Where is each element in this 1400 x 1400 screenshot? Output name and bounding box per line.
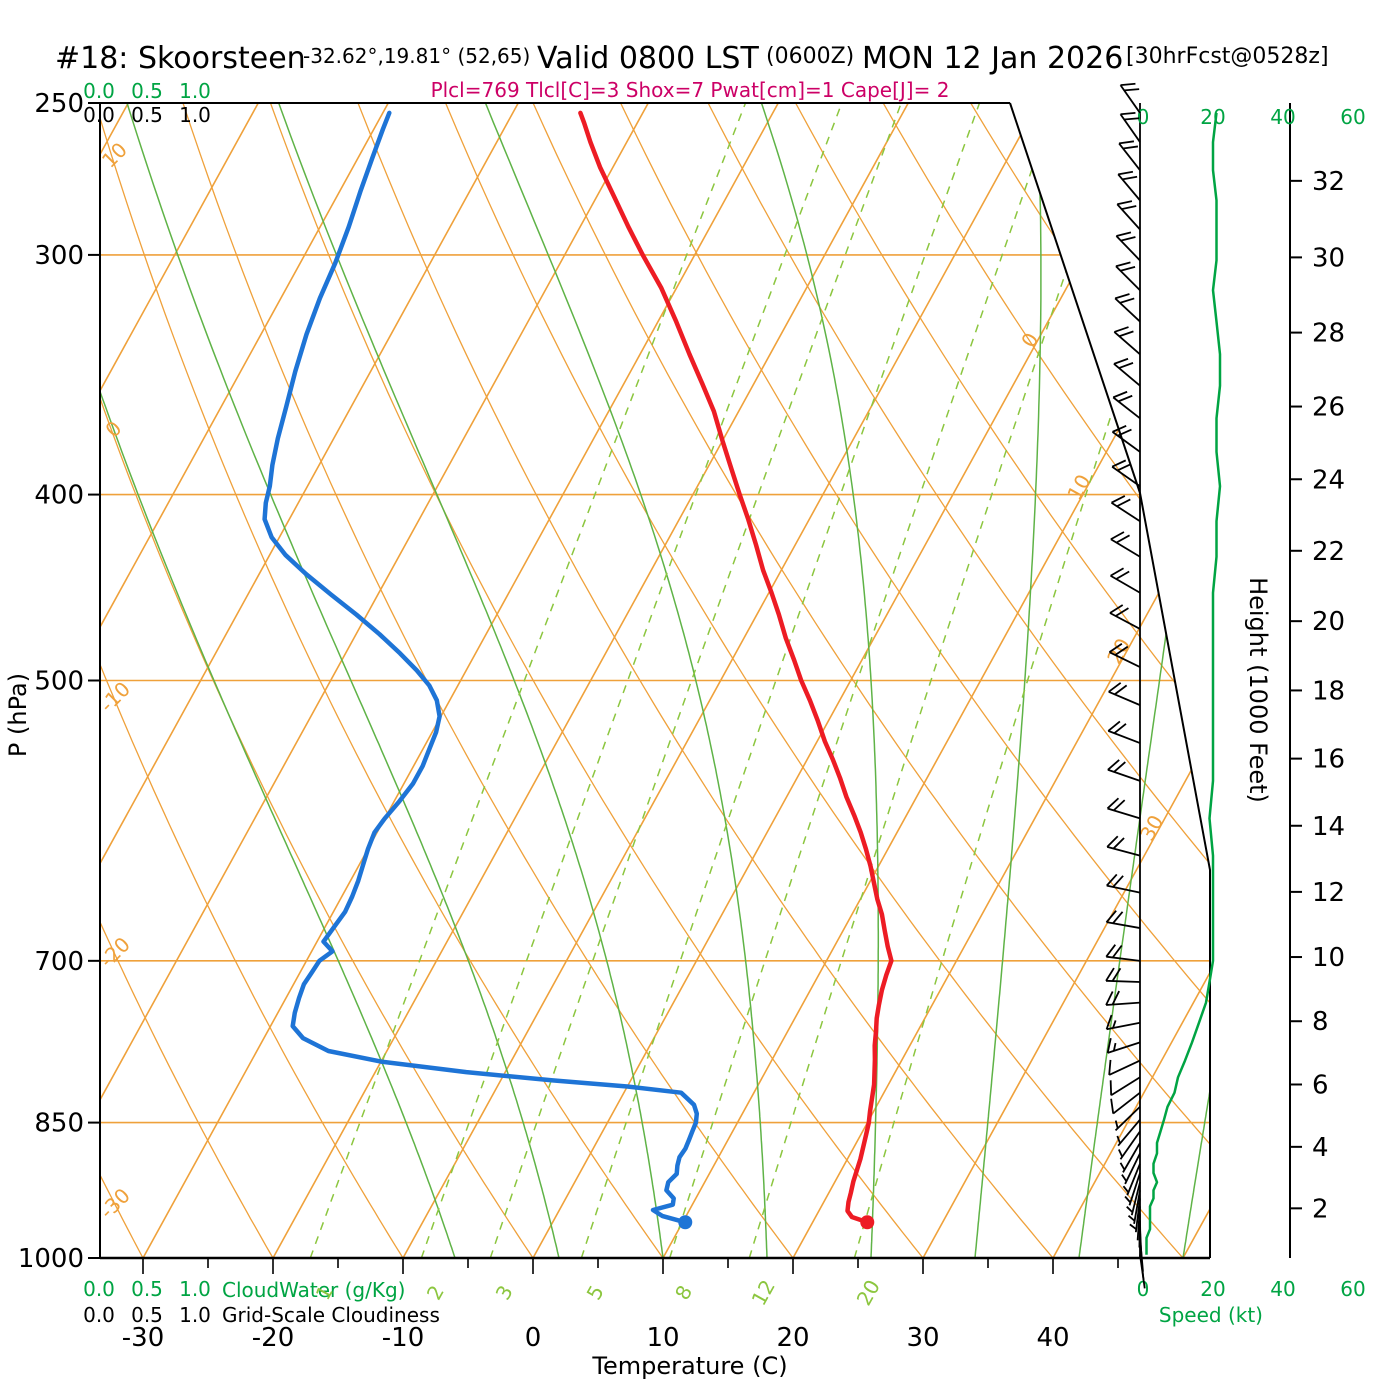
svg-text:0: 0 [1137, 1277, 1150, 1301]
svg-text:1.0: 1.0 [179, 79, 211, 103]
wind-barbs [1105, 82, 1146, 1289]
svg-text:30: 30 [906, 1323, 939, 1353]
svg-text:20: 20 [776, 1323, 809, 1353]
svg-text:22: 22 [1312, 537, 1345, 567]
svg-text:12: 12 [1312, 878, 1345, 908]
svg-text:-10: -10 [95, 677, 135, 717]
valid-date: MON 12 Jan 2026 [862, 41, 1123, 76]
svg-text:0.0: 0.0 [83, 1277, 115, 1301]
dewpoint-curve [262, 110, 700, 1225]
pressure-axis-title: P (hPa) [4, 673, 32, 757]
svg-text:32: 32 [1312, 167, 1345, 197]
svg-text:300: 300 [34, 241, 84, 271]
temperature-curve [578, 110, 894, 1225]
cloudiness-label: Grid-Scale Cloudiness [222, 1303, 440, 1327]
svg-text:40: 40 [1270, 105, 1295, 129]
svg-text:14: 14 [1312, 812, 1345, 842]
svg-text:0.0: 0.0 [83, 1303, 115, 1327]
svg-text:6: 6 [1312, 1070, 1329, 1100]
svg-text:40: 40 [1270, 1277, 1295, 1301]
svg-text:16: 16 [1312, 745, 1345, 775]
svg-text:10: 10 [1062, 470, 1095, 504]
svg-text:5: 5 [582, 1281, 609, 1304]
svg-text:28: 28 [1312, 319, 1345, 349]
svg-text:-30: -30 [122, 1323, 164, 1353]
svg-text:1000: 1000 [18, 1244, 84, 1274]
svg-text:10: 10 [646, 1323, 679, 1353]
svg-text:60: 60 [1340, 1277, 1365, 1301]
speed-axis-title: Speed (kt) [1159, 1303, 1263, 1327]
svg-text:400: 400 [34, 481, 84, 511]
svg-text:0.5: 0.5 [131, 103, 163, 127]
svg-text:-10: -10 [382, 1323, 424, 1353]
svg-text:20: 20 [1200, 1277, 1225, 1301]
svg-text:1.0: 1.0 [179, 1303, 211, 1327]
svg-text:700: 700 [34, 947, 84, 977]
svg-text:0.5: 0.5 [131, 1277, 163, 1301]
svg-text:0: 0 [100, 416, 126, 442]
svg-text:2: 2 [422, 1281, 449, 1304]
svg-text:18: 18 [1312, 676, 1345, 706]
forecast-info: [30hrFcst@0528z] [1126, 44, 1329, 69]
svg-text:0.5: 0.5 [131, 1303, 163, 1327]
station-coords: -32.62°,19.81° (52,65) [303, 44, 530, 68]
height-axis-title: Height (1000 Feet) [1244, 577, 1272, 803]
svg-text:30: 30 [1312, 243, 1345, 273]
svg-text:8: 8 [1312, 1007, 1329, 1037]
temp-axis-title: Temperature (C) [591, 1352, 787, 1380]
svg-text:10: 10 [97, 138, 132, 173]
svg-text:0.0: 0.0 [83, 79, 115, 103]
svg-text:0.5: 0.5 [131, 79, 163, 103]
svg-text:0: 0 [525, 1323, 542, 1353]
svg-text:0: 0 [1016, 329, 1043, 352]
skewt-background-grid [100, 103, 1210, 1258]
sounding-params: Plcl=769 Tlcl[C]=3 Shox=7 Pwat[cm]=1 Cap… [431, 78, 950, 102]
svg-text:20: 20 [852, 1276, 885, 1310]
svg-text:12: 12 [747, 1276, 780, 1310]
valid-utc: (0600Z) [766, 44, 854, 69]
svg-text:2: 2 [1312, 1194, 1329, 1224]
svg-text:3: 3 [491, 1281, 518, 1304]
svg-text:10: 10 [1312, 943, 1345, 973]
svg-text:20: 20 [1312, 607, 1345, 637]
header: #18: Skoorsteen -32.62°,19.81° (52,65) V… [55, 41, 1329, 102]
svg-text:1.0: 1.0 [179, 103, 211, 127]
station-title: #18: Skoorsteen [55, 41, 306, 76]
wind-speed-profile [1145, 112, 1222, 1255]
valid-time: Valid 0800 LST [537, 41, 759, 76]
sounding-profiles [262, 110, 894, 1230]
svg-text:4: 4 [1312, 1133, 1329, 1163]
svg-text:0.0: 0.0 [83, 103, 115, 127]
svg-text:1.0: 1.0 [179, 1277, 211, 1301]
svg-text:60: 60 [1340, 105, 1365, 129]
svg-text:40: 40 [1036, 1323, 1069, 1353]
svg-text:8: 8 [670, 1281, 697, 1304]
svg-text:0: 0 [1137, 105, 1150, 129]
svg-text:850: 850 [34, 1109, 84, 1139]
svg-text:-20: -20 [252, 1323, 294, 1353]
svg-text:26: 26 [1312, 393, 1345, 423]
svg-text:250: 250 [34, 89, 84, 119]
svg-text:20: 20 [1200, 105, 1225, 129]
svg-text:24: 24 [1312, 465, 1345, 495]
svg-text:500: 500 [34, 667, 84, 697]
cloudwater-label: CloudWater (g/Kg) [222, 1278, 405, 1302]
